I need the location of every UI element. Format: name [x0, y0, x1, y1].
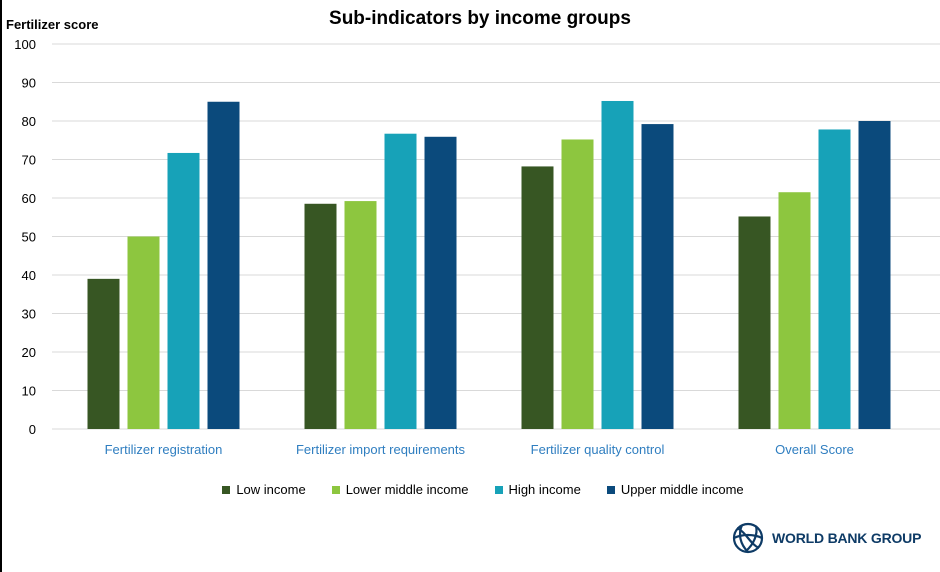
world-bank-logo: WORLD BANK GROUP — [728, 520, 921, 556]
globe-icon — [732, 522, 764, 554]
bar — [818, 129, 851, 429]
bar — [778, 192, 811, 429]
y-axis-label: Fertilizer score — [6, 17, 99, 32]
y-tick-label: 60 — [22, 191, 36, 206]
y-tick-label: 90 — [22, 76, 36, 91]
legend-swatch — [331, 485, 340, 494]
y-tick-label: 40 — [22, 268, 36, 283]
y-tick-label: 30 — [22, 307, 36, 322]
logo-text: WORLD BANK GROUP — [772, 530, 922, 546]
legend-label: High income — [508, 482, 581, 497]
legend: Low income Lower middle income High income… — [0, 482, 940, 497]
category-label: Fertilizer quality control — [531, 442, 665, 457]
bar — [521, 166, 554, 429]
bar-chart: 0 10 20 30 40 50 60 70 80 90 100 Fertilizer registr… — [14, 37, 940, 457]
legend-item: Lower middle income — [331, 482, 469, 497]
category-label: Fertilizer registration — [105, 442, 223, 457]
bar — [641, 124, 674, 429]
category-label: Fertilizer import requirements — [296, 442, 466, 457]
legend-item: Low income — [222, 482, 306, 497]
legend-label: Lower middle income — [345, 482, 469, 497]
y-tick-label: 100 — [14, 37, 36, 52]
legend-swatch — [606, 485, 615, 494]
bar — [738, 216, 771, 429]
legend-swatch — [494, 485, 503, 494]
y-tick-label: 70 — [22, 153, 36, 168]
legend-item: Upper middle income — [606, 482, 744, 497]
legend-label: Low income — [236, 482, 306, 497]
y-tick-label: 10 — [22, 384, 36, 399]
legend-swatch — [222, 485, 231, 494]
bar — [561, 139, 594, 430]
bar — [601, 100, 634, 429]
bar — [87, 278, 120, 429]
y-tick-label: 0 — [29, 422, 36, 437]
category-label: Overall Score — [775, 442, 854, 457]
bar — [424, 136, 457, 429]
bar — [384, 133, 417, 429]
y-tick-label: 50 — [22, 230, 36, 245]
bar — [127, 236, 160, 429]
bar — [167, 152, 200, 429]
bar — [344, 201, 377, 429]
y-tick-label: 20 — [22, 345, 36, 360]
legend-item: High income — [494, 482, 581, 497]
legend-label: Upper middle income — [620, 482, 744, 497]
bar — [207, 101, 240, 429]
bar — [858, 121, 891, 429]
bar — [304, 203, 337, 429]
chart-title: Sub-indicators by income groups — [329, 8, 631, 29]
y-tick-label: 80 — [22, 114, 36, 129]
